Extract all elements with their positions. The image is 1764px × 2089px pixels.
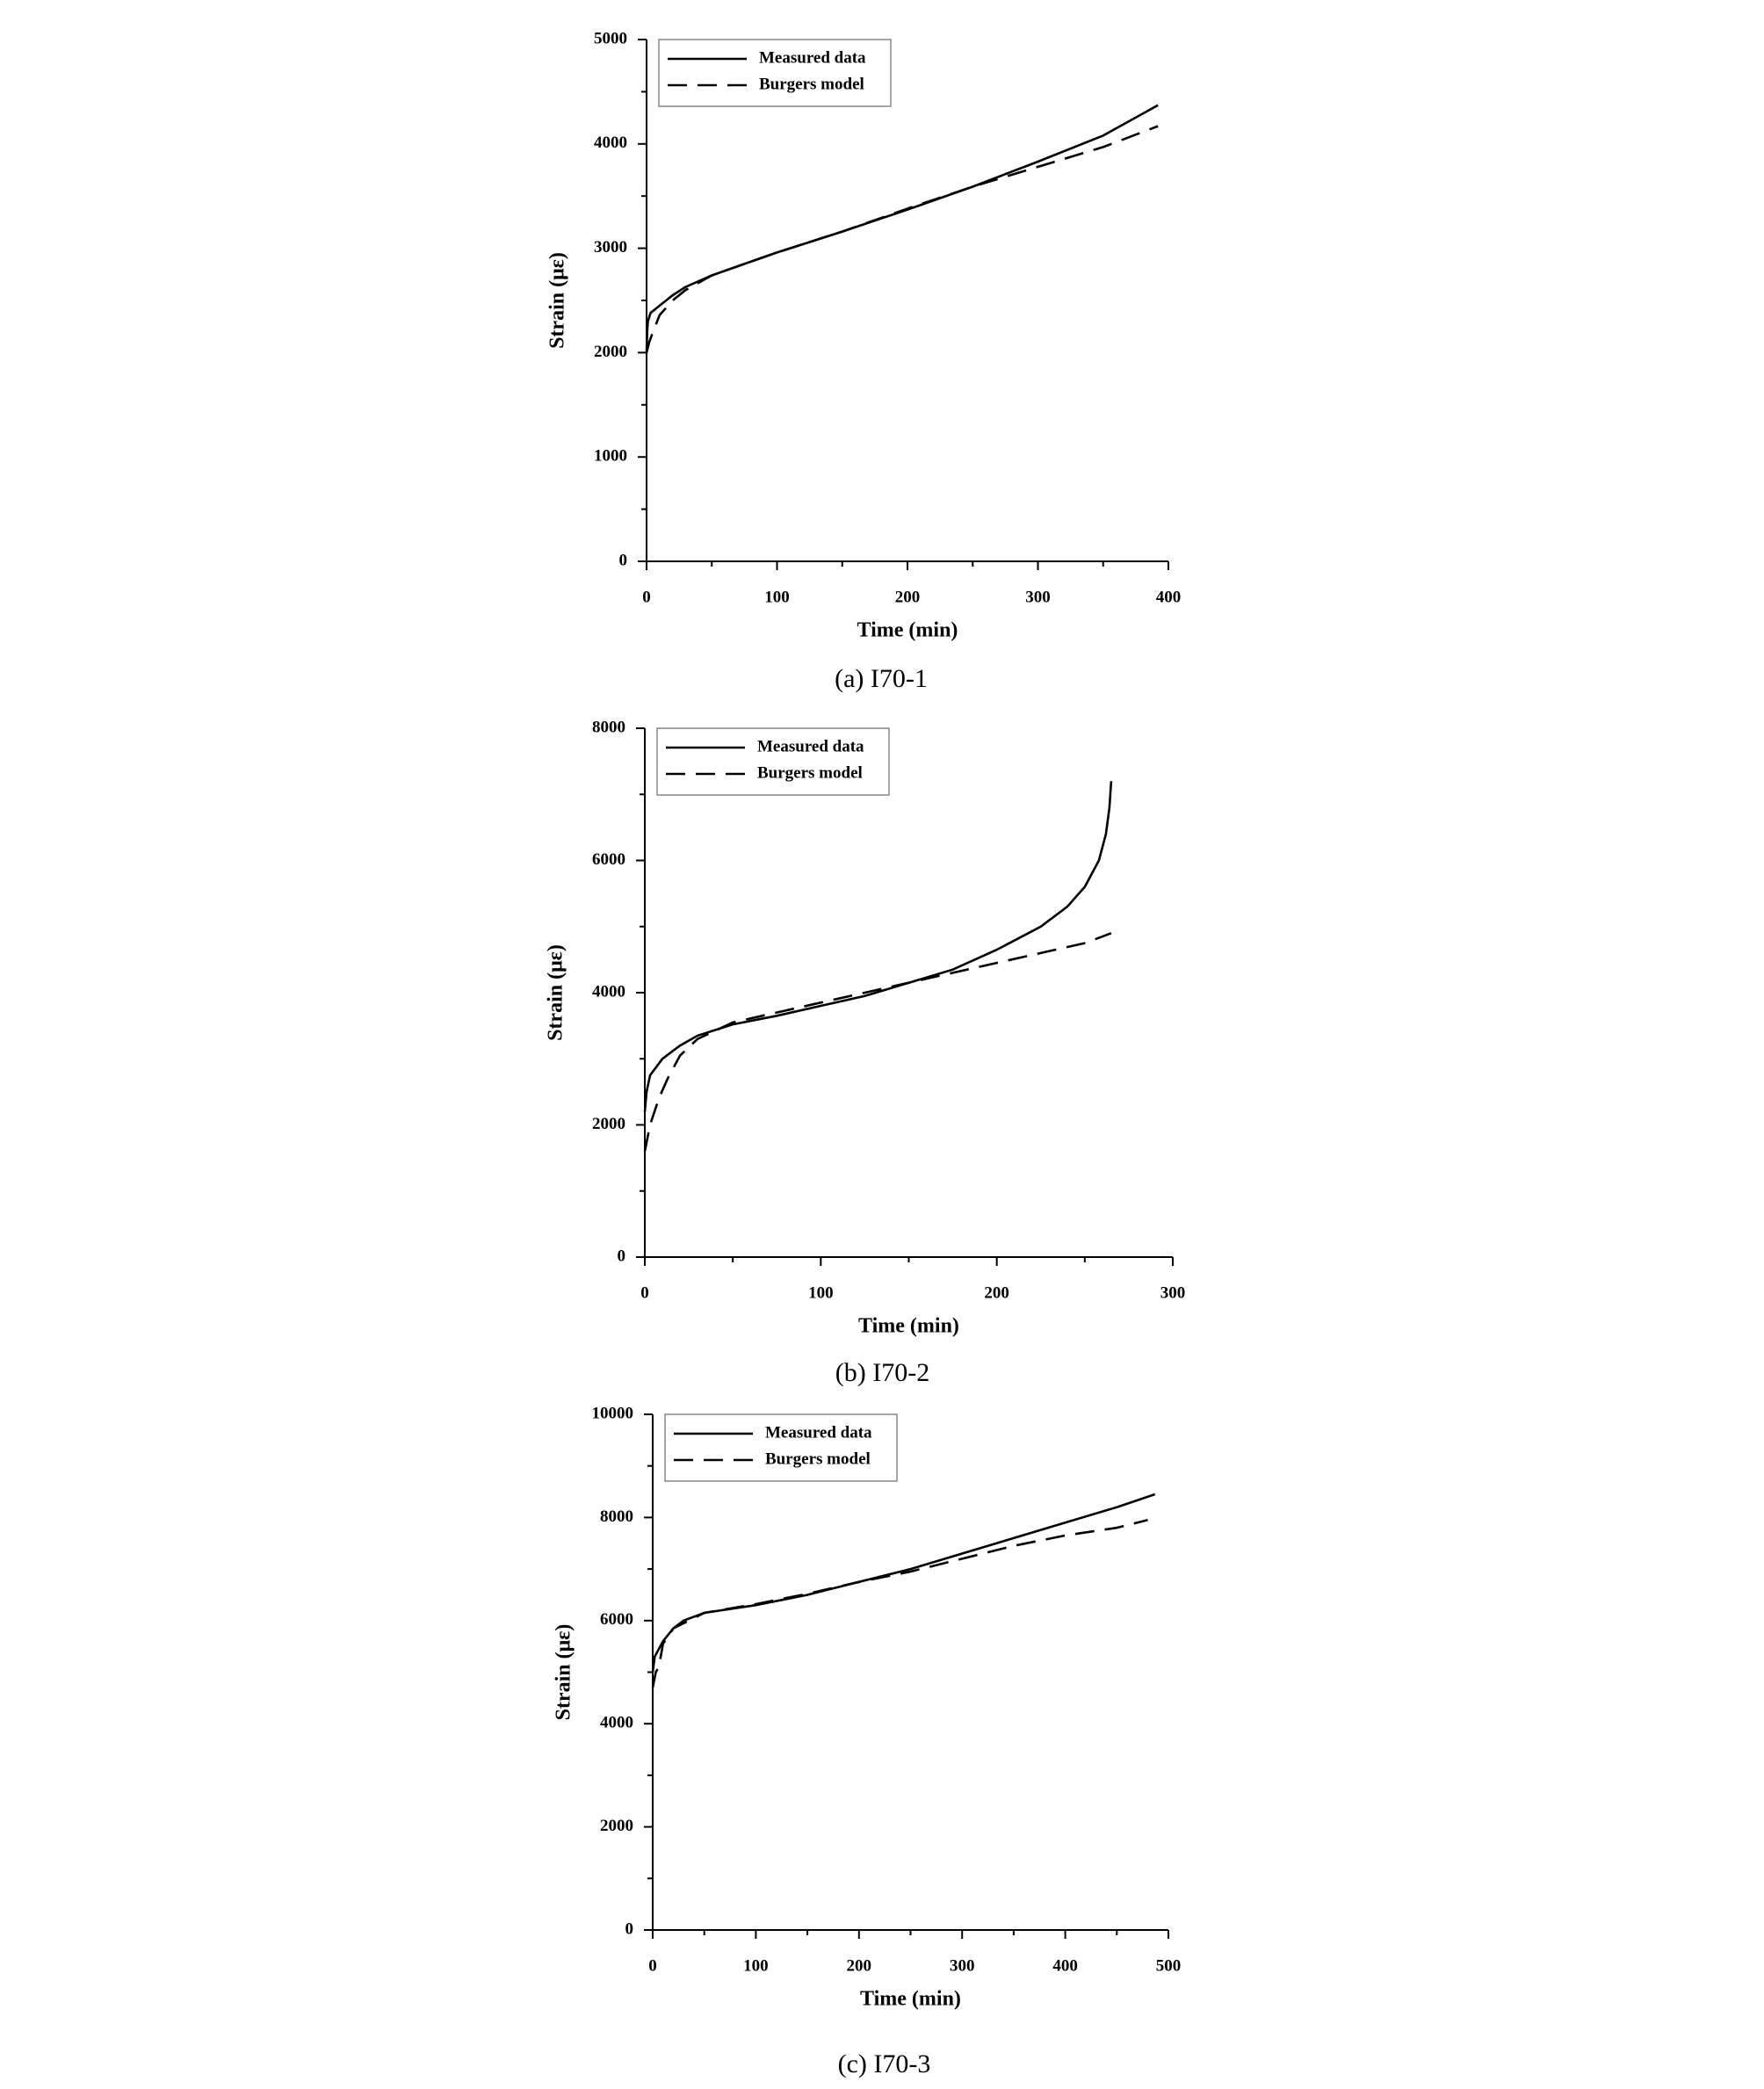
y-tick-label: 5000 (594, 29, 627, 47)
y-tick-label: 0 (619, 551, 628, 569)
x-tick-label: 300 (950, 1956, 975, 1975)
x-tick-label: 100 (808, 1283, 834, 1302)
legend-label: Measured data (759, 48, 866, 67)
x-tick-label: 100 (743, 1956, 769, 1975)
y-tick-label: 6000 (600, 1610, 633, 1629)
legend-box (656, 727, 890, 796)
data-line (645, 125, 1159, 353)
data-line (643, 932, 1112, 1152)
y-tick-label: 4000 (592, 982, 625, 1001)
data-line (651, 1493, 1156, 1673)
caption: (a) I70-1 (835, 664, 928, 693)
caption: (b) I70-2 (835, 1358, 929, 1387)
y-tick-label: 8000 (600, 1507, 633, 1526)
x-tick-label: 500 (1156, 1956, 1182, 1975)
x-axis-title: Time (min) (860, 1988, 961, 2011)
y-tick-label: 2000 (594, 343, 627, 361)
y-tick-label: 4000 (594, 134, 627, 152)
x-tick-label: 300 (1160, 1283, 1186, 1302)
y-tick-label: 0 (625, 1919, 634, 1938)
y-tick-label: 2000 (592, 1115, 625, 1133)
x-tick-label: 100 (764, 588, 790, 606)
y-tick-label: 8000 (592, 718, 625, 736)
x-axis-title: Time (min) (858, 1315, 959, 1338)
x-tick-label: 400 (1052, 1956, 1078, 1975)
x-tick-label: 0 (648, 1956, 657, 1975)
x-tick-label: 200 (984, 1283, 1009, 1302)
data-line (643, 781, 1113, 1112)
y-tick-label: 2000 (600, 1817, 633, 1835)
y-axis-title: Strain (με) (545, 944, 568, 1041)
legend-label: Burgers model (759, 75, 864, 93)
x-tick-label: 300 (1025, 588, 1051, 606)
legend-box (664, 1413, 898, 1482)
legend-label: Burgers model (757, 763, 863, 782)
y-tick-label: 1000 (594, 447, 627, 466)
y-tick-label: 0 (618, 1247, 626, 1265)
data-line (645, 104, 1159, 353)
caption: (c) I70-3 (838, 2049, 931, 2078)
x-tick-label: 200 (847, 1956, 872, 1975)
x-axis-title: Time (min) (857, 619, 958, 642)
y-tick-label: 3000 (594, 238, 627, 257)
x-tick-label: 0 (642, 588, 651, 606)
y-tick-label: 4000 (600, 1714, 633, 1732)
legend-label: Measured data (765, 1423, 872, 1442)
y-axis-title: Strain (με) (546, 252, 569, 349)
legend-box (658, 39, 892, 107)
y-tick-label: 10000 (592, 1404, 634, 1422)
x-tick-label: 0 (640, 1283, 649, 1302)
x-tick-label: 400 (1156, 588, 1182, 606)
y-axis-title: Strain (με) (553, 1624, 575, 1721)
y-tick-label: 6000 (592, 850, 625, 869)
x-tick-label: 200 (895, 588, 921, 606)
legend-label: Burgers model (765, 1449, 871, 1468)
data-line (651, 1519, 1148, 1688)
legend-label: Measured data (757, 737, 864, 755)
